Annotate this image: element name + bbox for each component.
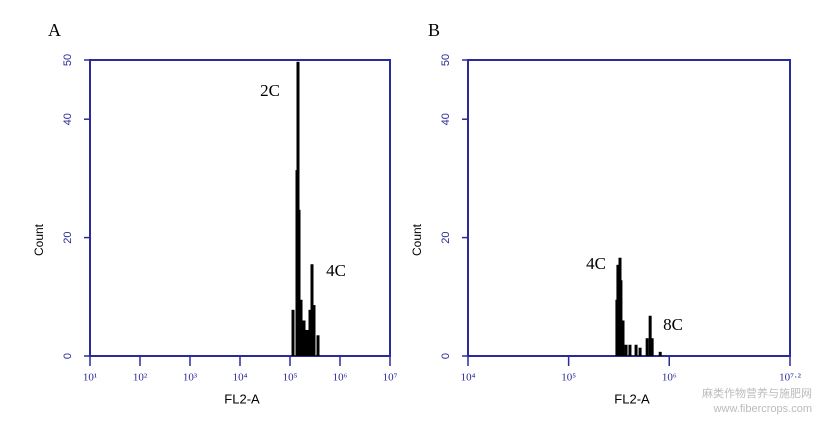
bar [291, 309, 295, 356]
x-tick-label: 10⁶ [333, 372, 348, 384]
y-tick-label: 50 [440, 54, 452, 66]
y-tick-label: 40 [62, 113, 74, 125]
x-axis-label: FL2-A [224, 391, 260, 406]
bar [621, 320, 625, 356]
bar [299, 299, 303, 356]
bar [619, 280, 623, 356]
x-tick-label: 10⁶ [662, 372, 677, 384]
plot-frame [89, 59, 391, 357]
panel-label: B [428, 20, 440, 40]
x-tick-label: 10⁵ [283, 372, 298, 384]
bar [648, 315, 652, 356]
annotation: 4C [586, 254, 606, 273]
bar [310, 264, 314, 356]
y-tick-label: 50 [62, 54, 74, 66]
x-tick-label: 10⁵ [561, 372, 576, 384]
y-tick-label: 0 [440, 353, 452, 359]
y-tick-label: 20 [440, 231, 452, 243]
bar [624, 344, 628, 356]
watermark: 麻类作物营养与施肥网 [702, 386, 812, 400]
y-axis-label: Count [32, 223, 46, 256]
x-axis-label: FL2-A [614, 391, 650, 406]
annotation: 4C [326, 261, 346, 280]
x-tick-label: 10² [133, 372, 148, 384]
bar [297, 209, 301, 356]
y-tick-label: 40 [440, 113, 452, 125]
y-axis-label: Count [410, 223, 424, 256]
x-tick-label: 10⁴ [461, 372, 476, 384]
bar [645, 338, 649, 356]
bar [296, 61, 300, 356]
bar [308, 309, 312, 356]
bar [302, 320, 306, 356]
bar [650, 338, 654, 356]
annotation: 2C [260, 81, 280, 100]
bar [638, 347, 642, 356]
x-tick-label: 10⁷·² [779, 372, 801, 384]
annotation: 8C [663, 315, 683, 334]
bar [316, 335, 320, 356]
bar [312, 305, 316, 356]
x-tick-label: 10³ [183, 372, 198, 384]
watermark: www.fibercrops.com [713, 403, 812, 415]
x-tick-label: 10⁷ [383, 372, 398, 384]
bar [634, 344, 638, 356]
y-tick-label: 0 [62, 353, 74, 359]
panel-label: A [48, 20, 61, 40]
x-tick-label: 10¹ [83, 372, 97, 384]
bar [616, 264, 620, 356]
bar [628, 344, 632, 356]
y-tick-label: 20 [62, 231, 74, 243]
bar [305, 329, 309, 356]
plot-frame [467, 59, 791, 357]
bar [658, 351, 662, 356]
x-tick-label: 10⁴ [233, 372, 248, 384]
